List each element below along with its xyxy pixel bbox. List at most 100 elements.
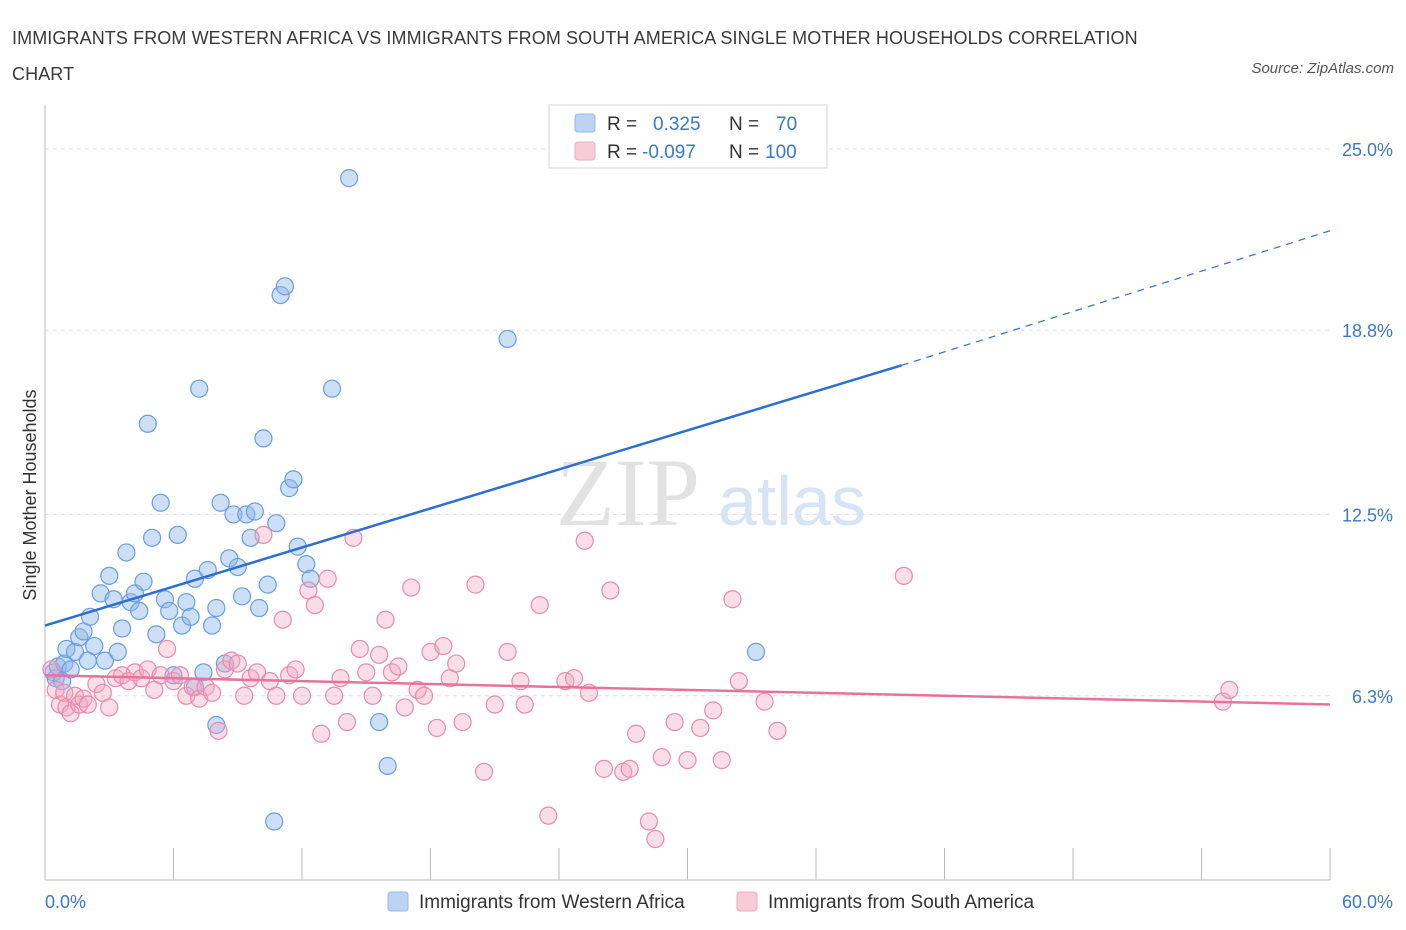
- data-point: [312, 724, 331, 743]
- data-point: [325, 686, 344, 705]
- data-point: [85, 636, 104, 656]
- data-point: [331, 669, 350, 688]
- trend-line-south-america: [44, 674, 1331, 706]
- data-point: [61, 660, 80, 679]
- data-point: [177, 593, 196, 612]
- legend-r-label-blue: R =: [607, 114, 637, 135]
- data-point: [601, 581, 620, 600]
- source-label: Source: ZipAtlas.com: [1251, 60, 1394, 77]
- data-point: [275, 277, 294, 296]
- data-point: [370, 712, 389, 732]
- gridlines: [45, 148, 1330, 697]
- data-point: [95, 651, 115, 670]
- data-point: [691, 718, 710, 738]
- data-point: [254, 429, 273, 448]
- x-tick-label: 0.0%: [45, 892, 86, 912]
- data-point: [305, 595, 324, 615]
- bottom-legend: Immigrants from Western Africa Immigrant…: [387, 891, 1035, 913]
- data-point: [350, 639, 369, 659]
- data-point: [78, 695, 97, 714]
- data-point: [594, 759, 614, 778]
- trend-line-western-africa: [44, 364, 903, 627]
- x-tick-labels: 0.0% 60.0%: [45, 892, 1393, 912]
- data-point: [232, 587, 252, 606]
- data-point: [340, 169, 359, 188]
- legend-swatch-pink: [574, 141, 596, 161]
- data-point: [564, 669, 584, 688]
- data-point: [142, 528, 162, 547]
- data-point: [245, 502, 264, 521]
- series-south-america: [42, 525, 1239, 849]
- data-point: [235, 686, 254, 705]
- data-point: [280, 479, 299, 498]
- data-point: [729, 672, 749, 691]
- data-point: [155, 590, 175, 609]
- data-point: [466, 575, 485, 594]
- data-point: [414, 686, 434, 705]
- data-point: [678, 750, 697, 770]
- data-point: [337, 712, 357, 732]
- data-point: [575, 531, 594, 550]
- data-point: [202, 616, 222, 635]
- data-point: [539, 806, 558, 825]
- data-point: [357, 663, 376, 682]
- legend-n-value-blue: 70: [776, 114, 797, 135]
- data-point: [378, 756, 397, 776]
- y-tick-label: 6.3%: [1352, 687, 1393, 707]
- data-point: [704, 701, 723, 720]
- data-point: [665, 712, 684, 732]
- data-point: [108, 642, 127, 661]
- legend-n-label-blue: N =: [729, 114, 759, 135]
- data-point: [723, 590, 742, 609]
- trend-lines: [44, 230, 1331, 706]
- data-point: [250, 598, 269, 618]
- data-point: [530, 595, 549, 615]
- data-point: [224, 505, 243, 524]
- data-point: [363, 686, 382, 705]
- legend-r-label-pink: R =: [607, 142, 637, 163]
- data-point: [157, 639, 177, 659]
- data-point: [402, 578, 421, 597]
- data-point: [273, 610, 292, 629]
- data-point: [265, 812, 284, 831]
- legend-r-value-pink: -0.097: [642, 142, 696, 163]
- data-point: [485, 695, 504, 714]
- data-point: [194, 663, 213, 682]
- legend-swatch-blue: [574, 113, 596, 133]
- data-point: [181, 607, 200, 626]
- data-point: [894, 566, 913, 585]
- data-point: [190, 379, 209, 398]
- data-point: [134, 572, 153, 591]
- data-point: [652, 748, 671, 767]
- bottom-legend-label-blue: Immigrants from Western Africa: [419, 892, 685, 913]
- data-point: [130, 601, 149, 621]
- series-western-africa: [44, 169, 766, 831]
- watermark-atlas: atlas: [718, 462, 866, 540]
- data-point: [168, 525, 187, 545]
- data-point: [498, 329, 517, 349]
- y-tick-labels: 6.3% 12.5% 18.8% 25.0%: [1342, 140, 1393, 707]
- data-point: [258, 575, 277, 594]
- data-point: [646, 829, 665, 849]
- data-point: [427, 718, 447, 738]
- data-point: [292, 686, 312, 705]
- data-point: [322, 379, 342, 398]
- x-ticks: [44, 848, 1331, 880]
- data-point: [434, 636, 453, 656]
- data-point: [515, 695, 534, 714]
- legend-r-value-blue: 0.325: [653, 114, 701, 135]
- data-point: [453, 712, 472, 732]
- data-point: [147, 625, 166, 644]
- data-point: [318, 569, 337, 588]
- data-point: [42, 660, 61, 679]
- y-axis-title: Single Mother Households: [20, 389, 40, 600]
- data-point: [211, 493, 230, 512]
- data-point: [284, 470, 303, 489]
- data-point: [395, 698, 414, 717]
- data-point: [160, 601, 179, 621]
- data-point: [755, 692, 774, 711]
- data-point: [267, 514, 286, 533]
- data-point: [100, 566, 119, 585]
- y-tick-label: 12.5%: [1342, 505, 1393, 525]
